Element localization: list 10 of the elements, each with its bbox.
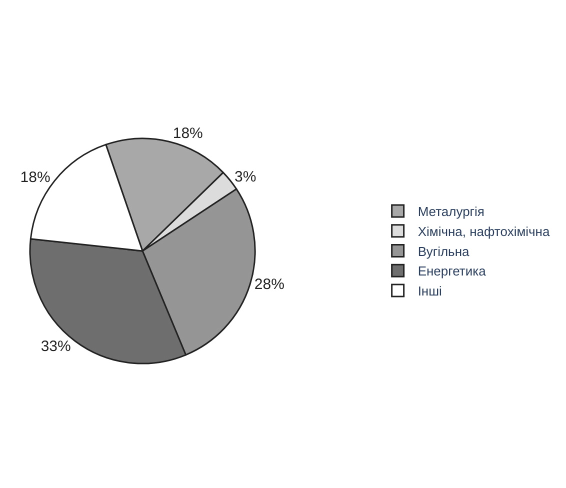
data-label: 3% — [234, 168, 256, 186]
data-label: 18% — [20, 168, 50, 186]
legend-label: Інші — [418, 284, 442, 299]
data-label: 18% — [172, 124, 203, 142]
legend-label: Енергетика — [418, 264, 487, 279]
data-label: 33% — [40, 338, 71, 356]
legend-label: Металургія — [418, 204, 484, 220]
data-label: 28% — [254, 276, 284, 294]
legend-label: Вугільна — [418, 244, 470, 259]
legend-label: Хімічна, нафтохімічна — [418, 224, 550, 239]
